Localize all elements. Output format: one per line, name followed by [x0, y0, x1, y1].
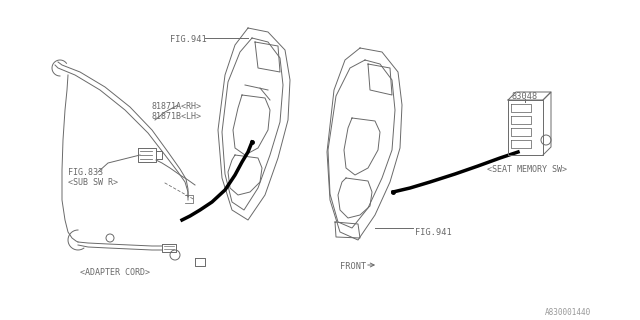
Text: FIG.941: FIG.941	[415, 228, 452, 237]
Text: FIG.833: FIG.833	[68, 168, 103, 177]
Text: 81871B<LH>: 81871B<LH>	[152, 112, 202, 121]
Text: FIG.941: FIG.941	[170, 35, 207, 44]
Text: FRONT: FRONT	[340, 262, 366, 271]
Text: <ADAPTER CORD>: <ADAPTER CORD>	[80, 268, 150, 277]
Text: 83048: 83048	[512, 92, 538, 101]
Text: A830001440: A830001440	[545, 308, 591, 317]
Text: <SUB SW R>: <SUB SW R>	[68, 178, 118, 187]
Text: <SEAT MEMORY SW>: <SEAT MEMORY SW>	[487, 165, 567, 174]
Text: 81871A<RH>: 81871A<RH>	[152, 102, 202, 111]
